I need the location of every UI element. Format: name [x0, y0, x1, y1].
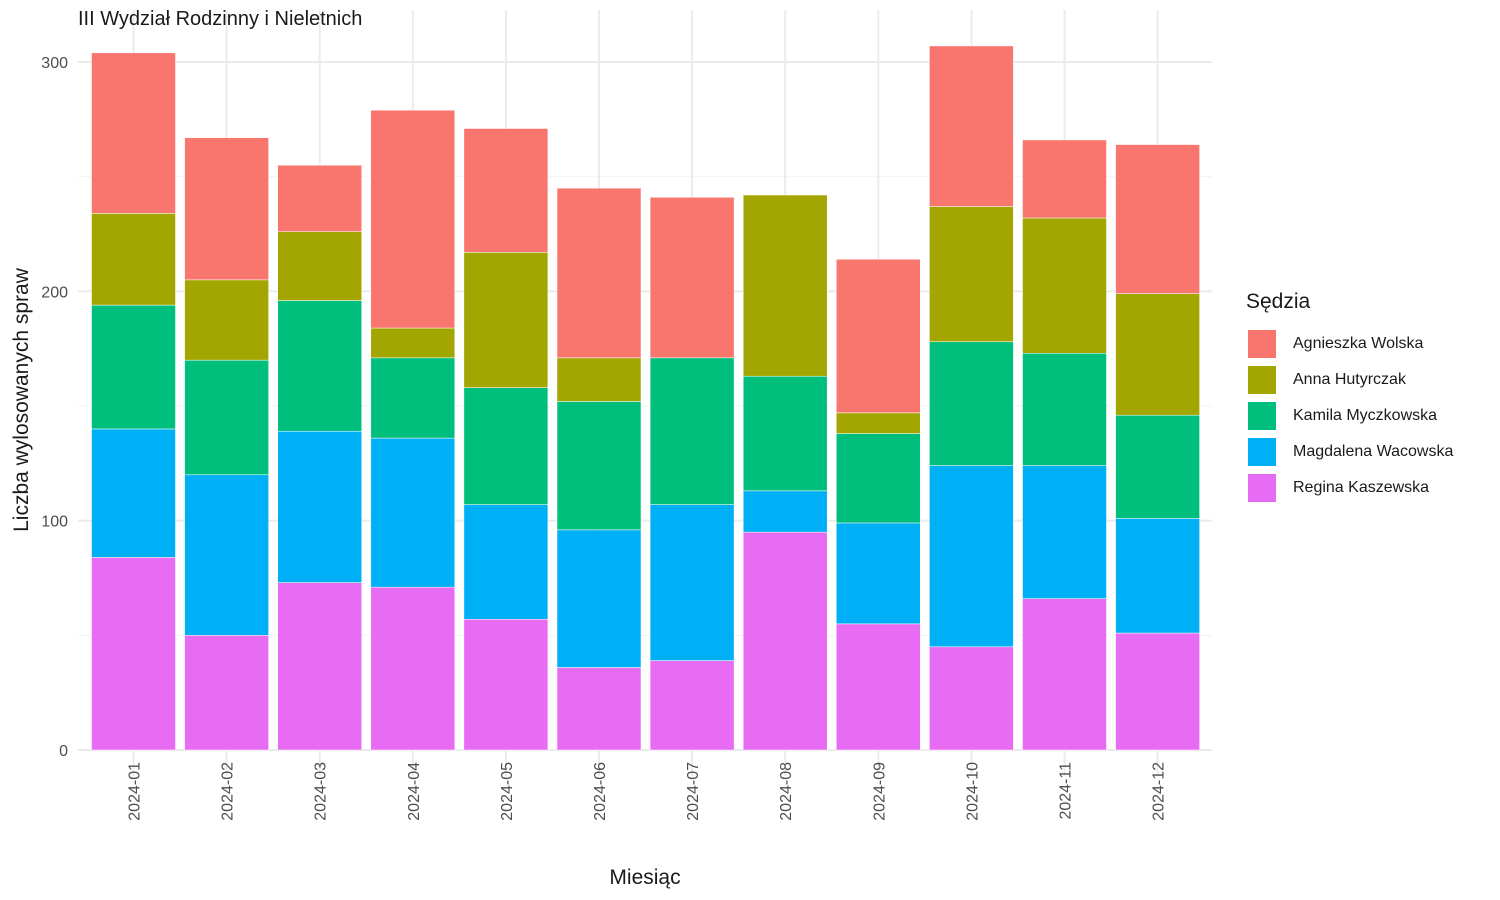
- legend-title: Sędzia: [1246, 290, 1311, 313]
- bar-segment: [742, 194, 828, 377]
- bar-segment: [836, 433, 921, 524]
- bar-segment: [277, 164, 362, 232]
- chart-title: III Wydział Rodzinny i Nieletnich: [78, 8, 363, 30]
- x-tick-label: 2024-07: [685, 762, 702, 821]
- x-tick-label: 2024-02: [220, 762, 237, 821]
- bar-segment: [1022, 353, 1107, 466]
- legend-label: Magdalena Wacowska: [1293, 443, 1454, 460]
- x-tick-label: 2024-04: [406, 762, 423, 821]
- bar-segment: [836, 623, 921, 751]
- x-tick-label: 2024-10: [964, 762, 981, 821]
- legend: Sędzia Agnieszka Wolska Anna Hutyrczak Kam…: [1246, 290, 1453, 506]
- y-tick-label: 100: [41, 514, 68, 531]
- bar-segment: [463, 619, 549, 751]
- bar-segment: [463, 128, 549, 253]
- bar-segment: [836, 412, 921, 434]
- bar-segment: [1115, 632, 1200, 751]
- bars: [91, 45, 1200, 751]
- legend-item: Agnieszka Wolska: [1246, 326, 1453, 362]
- bar-segment: [463, 387, 549, 505]
- x-tick-label: 2024-06: [592, 762, 609, 821]
- bar-segment: [742, 490, 828, 533]
- bar-segment: [184, 635, 269, 751]
- bar-segment: [184, 279, 269, 361]
- bar-segment: [556, 187, 642, 359]
- bar-segment: [277, 300, 362, 432]
- bar-segment: [91, 52, 176, 214]
- y-tick-label: 300: [41, 55, 68, 72]
- legend-label: Regina Kaszewska: [1293, 479, 1430, 496]
- bar-segment: [91, 557, 176, 751]
- bar-segment: [649, 197, 735, 359]
- bar-segment: [1022, 598, 1107, 751]
- legend-swatch: [1246, 364, 1278, 396]
- legend-swatch: [1246, 436, 1278, 468]
- bar-segment: [929, 45, 1014, 207]
- legend-item: Magdalena Wacowska: [1246, 434, 1453, 470]
- legend-swatch: [1246, 328, 1278, 360]
- bar-segment: [556, 529, 642, 668]
- x-tick-label: 2024-11: [1058, 762, 1075, 820]
- bar-segment: [370, 109, 456, 329]
- bar-segment: [836, 522, 921, 625]
- legend-label: Agnieszka Wolska: [1293, 335, 1424, 352]
- bar-segment: [1115, 518, 1200, 634]
- x-tick-label: 2024-09: [871, 762, 888, 821]
- bar-segment: [742, 375, 828, 492]
- x-tick-label: 2024-12: [1151, 762, 1168, 821]
- bar-segment: [184, 137, 269, 281]
- bar-segment: [91, 304, 176, 430]
- bar-segment: [649, 357, 735, 505]
- bar-segment: [277, 430, 362, 583]
- bar-segment: [556, 667, 642, 751]
- bar-segment: [463, 504, 549, 620]
- legend-item: Kamila Myczkowska: [1246, 398, 1453, 434]
- legend-item: Regina Kaszewska: [1246, 470, 1453, 506]
- bar-segment: [91, 428, 176, 558]
- y-axis-label: Liczba wylosowanych spraw: [10, 268, 33, 532]
- bar-segment: [184, 474, 269, 636]
- bar-segment: [277, 231, 362, 301]
- legend-item: Anna Hutyrczak: [1246, 362, 1453, 398]
- legend-label: Kamila Myczkowska: [1293, 407, 1438, 424]
- bar-segment: [91, 213, 176, 306]
- y-tick-label: 200: [41, 284, 68, 301]
- x-axis-label: Miesiąc: [609, 866, 681, 889]
- bar-segment: [277, 582, 362, 751]
- bar-segment: [556, 401, 642, 531]
- bar-segment: [1115, 293, 1200, 416]
- x-tick-labels: 2024-01 2024-02 2024-03 2024-04 2024-05 2024-…: [127, 762, 1168, 821]
- bar-segment: [370, 586, 456, 751]
- bar-segment: [929, 206, 1014, 343]
- y-tick-label: 0: [59, 743, 68, 760]
- bar-segment: [1115, 414, 1200, 519]
- bar-segment: [649, 504, 735, 661]
- bar-segment: [649, 660, 735, 751]
- bar-segment: [556, 357, 642, 402]
- x-tick-label: 2024-03: [313, 762, 330, 821]
- bar-segment: [929, 341, 1014, 466]
- bar-segment: [463, 252, 549, 388]
- bar-segment: [929, 646, 1014, 751]
- bar-segment: [370, 357, 456, 439]
- legend-label: Anna Hutyrczak: [1293, 371, 1406, 388]
- legend-swatch: [1246, 472, 1278, 504]
- bar-segment: [370, 437, 456, 588]
- y-tick-labels: 0 100 200 300: [41, 55, 68, 760]
- legend-swatch: [1246, 400, 1278, 432]
- bar-segment: [184, 359, 269, 476]
- x-tick-label: 2024-08: [778, 762, 795, 821]
- legend-items: Agnieszka Wolska Anna Hutyrczak Kamila Myc…: [1246, 326, 1453, 506]
- bar-segment: [370, 327, 456, 359]
- bar-segment: [836, 258, 921, 414]
- bar-segment: [1115, 144, 1200, 294]
- x-tick-label: 2024-01: [127, 762, 144, 821]
- bar-segment: [1022, 139, 1107, 219]
- bar-segment: [929, 465, 1014, 648]
- bar-segment: [742, 531, 828, 751]
- bar-segment: [1022, 217, 1107, 354]
- bar-segment: [1022, 465, 1107, 599]
- x-tick-label: 2024-05: [499, 762, 516, 821]
